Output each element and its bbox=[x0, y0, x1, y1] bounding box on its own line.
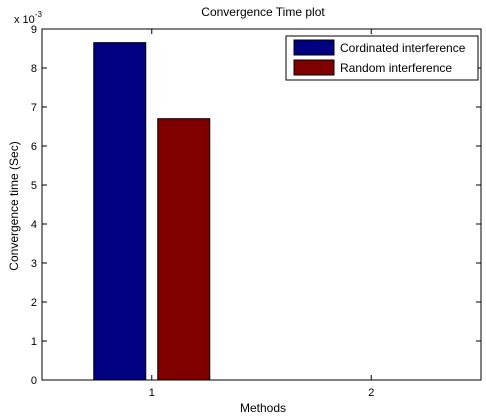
y-axis-label: Convergence time (Sec) bbox=[7, 141, 21, 270]
legend-swatch-1 bbox=[293, 39, 335, 56]
bar-2-category-1 bbox=[157, 118, 211, 381]
x-tick-label-2: 2 bbox=[368, 387, 374, 399]
y-tick-label-4: 4 bbox=[31, 219, 37, 231]
y-tick-label-7: 7 bbox=[31, 102, 37, 114]
legend-swatch-2 bbox=[293, 59, 335, 76]
y-tick-label-6: 6 bbox=[31, 141, 37, 153]
y-axis-ticks: 0 1 2 3 4 5 6 7 8 9 bbox=[31, 24, 481, 387]
x-tick-label-1: 1 bbox=[149, 387, 155, 399]
legend-label-1: Cordinated interference bbox=[340, 41, 466, 55]
chart-title: Convergence Time plot bbox=[201, 5, 325, 19]
legend-label-2: Random interference bbox=[340, 61, 452, 75]
bars bbox=[93, 42, 430, 381]
y-axis-multiplier: x 10-3 bbox=[14, 10, 42, 26]
y-tick-label-1: 1 bbox=[31, 336, 37, 348]
y-tick-label-8: 8 bbox=[31, 63, 37, 75]
y-tick-label-2: 2 bbox=[31, 297, 37, 309]
legend: Cordinated interference Random interferen… bbox=[285, 35, 479, 81]
bar-1-category-1 bbox=[93, 42, 147, 381]
y-tick-label-9: 9 bbox=[31, 24, 37, 36]
y-tick-label-3: 3 bbox=[31, 258, 37, 270]
y-axis-multiplier-exponent: -3 bbox=[35, 10, 43, 19]
y-tick-label-0: 0 bbox=[31, 375, 37, 387]
y-tick-label-5: 5 bbox=[31, 180, 37, 192]
x-axis-label: Methods bbox=[240, 401, 286, 415]
plot-area bbox=[41, 28, 482, 381]
